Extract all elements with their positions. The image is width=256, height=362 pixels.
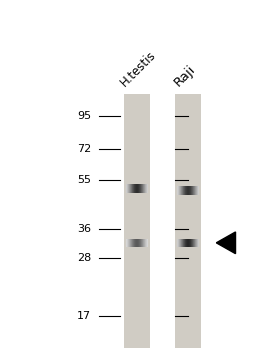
Polygon shape bbox=[216, 232, 236, 254]
Text: 95: 95 bbox=[77, 111, 91, 121]
Text: 72: 72 bbox=[77, 144, 91, 153]
Text: 28: 28 bbox=[77, 253, 91, 263]
Bar bbox=[175, 94, 201, 348]
Bar bbox=[124, 94, 150, 348]
Text: 36: 36 bbox=[77, 224, 91, 234]
Text: 17: 17 bbox=[77, 311, 91, 321]
Text: 55: 55 bbox=[77, 175, 91, 185]
Text: Raji: Raji bbox=[171, 62, 198, 89]
Text: H.testis: H.testis bbox=[118, 48, 158, 89]
